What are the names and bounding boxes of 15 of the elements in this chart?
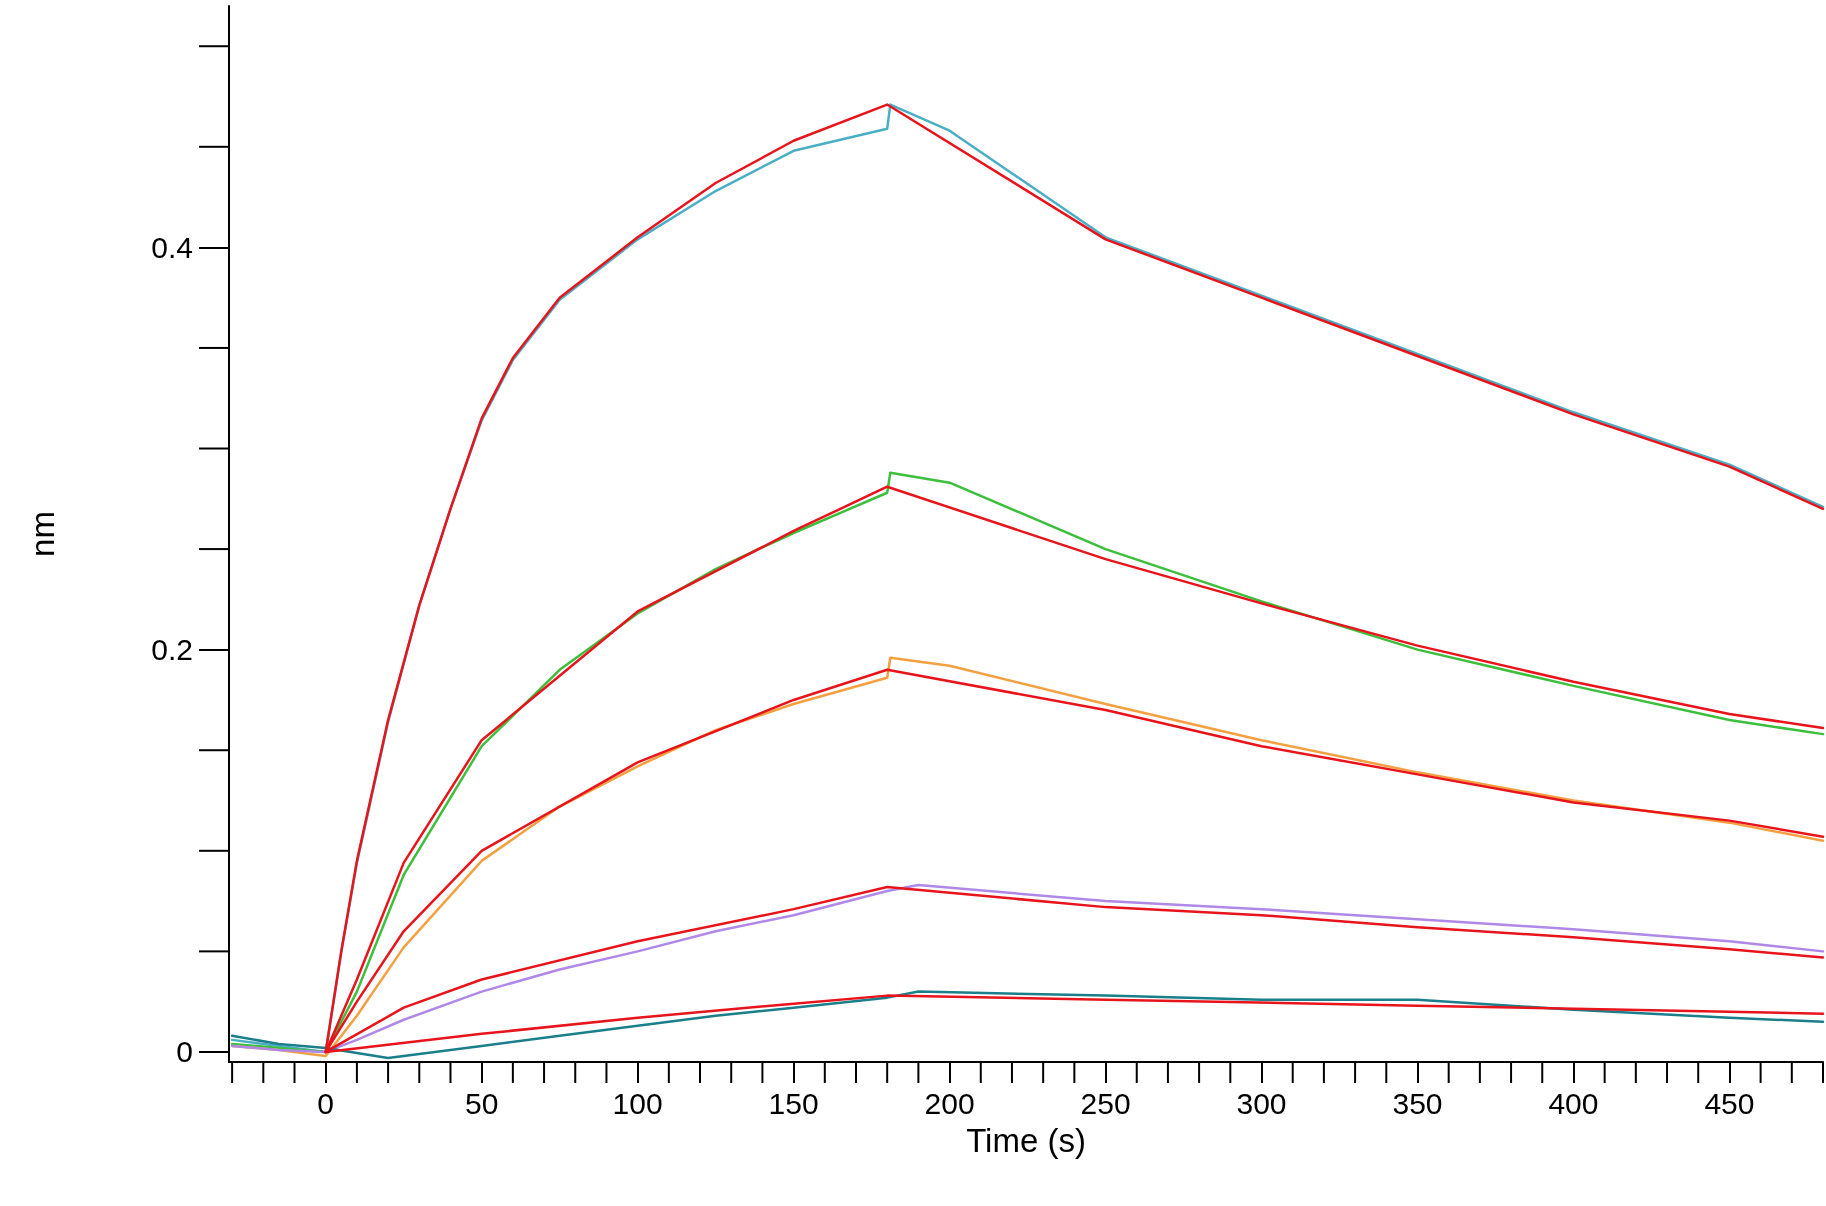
x-tick-label: 250 <box>1080 1086 1131 1120</box>
x-tick-label: 100 <box>612 1086 663 1120</box>
y-tick-label: 0 <box>176 1035 193 1069</box>
x-tick-label: 350 <box>1392 1086 1443 1120</box>
x-tick-label: 150 <box>768 1086 819 1120</box>
y-tick-label: 0.4 <box>151 230 193 264</box>
x-tick-label: 200 <box>924 1086 975 1120</box>
x-tick-label: 450 <box>1704 1086 1755 1120</box>
y-tick-label: 0.2 <box>151 633 193 667</box>
x-tick-label: 300 <box>1236 1086 1287 1120</box>
x-tick-label: 50 <box>464 1086 499 1120</box>
x-tick-label: 400 <box>1548 1086 1599 1120</box>
x-axis-title: Time (s) <box>966 1122 1086 1159</box>
y-axis-title: nm <box>24 511 61 557</box>
x-tick-label: 0 <box>317 1086 335 1120</box>
